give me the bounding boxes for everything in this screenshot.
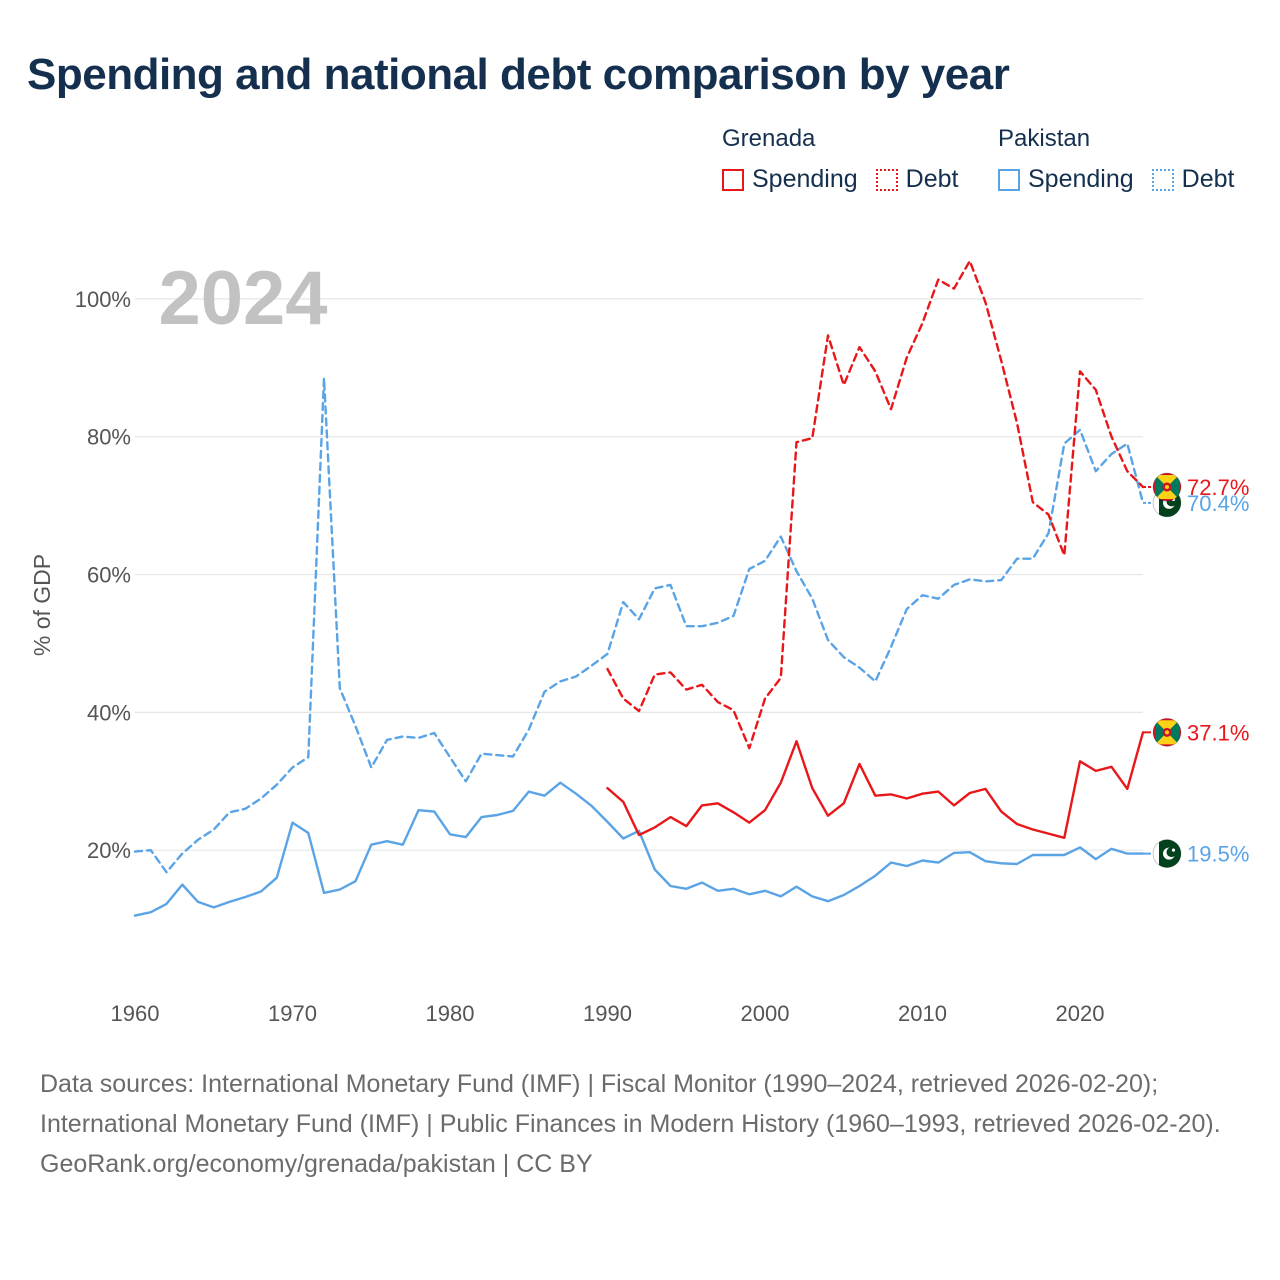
y-tick-label: 80% <box>87 425 131 450</box>
end-value-label: 72.7% <box>1187 475 1249 500</box>
flag-star <box>1171 848 1176 852</box>
x-tick-label: 1970 <box>268 1001 317 1026</box>
x-tick-label: 2010 <box>898 1001 947 1026</box>
legend-label: Debt <box>1181 165 1235 193</box>
flag-body <box>1153 718 1181 747</box>
x-tick-label: 1980 <box>426 1001 475 1026</box>
flag-white-band <box>1153 488 1159 517</box>
legend-group-grenada: Grenada Spending Debt <box>722 125 976 194</box>
footer: Data sources: International Monetary Fun… <box>40 1064 1240 1184</box>
flag-right <box>1167 475 1179 500</box>
chart-title: Spending and national debt comparison by… <box>27 50 1010 99</box>
y-axis-label: % of GDP <box>29 554 55 656</box>
end-value-label: 70.4% <box>1187 491 1249 516</box>
x-tick-label: 2020 <box>1056 1001 1105 1026</box>
y-tick-label: 100% <box>75 287 131 312</box>
grenada-flag <box>1152 717 1182 747</box>
x-tick-label: 2000 <box>741 1001 790 1026</box>
flag-top <box>1155 475 1179 488</box>
flag-body <box>1153 473 1181 502</box>
legend-item-grenada-spending[interactable]: Spending <box>722 165 858 194</box>
y-tick-label: 20% <box>87 838 131 863</box>
flag-star <box>1165 730 1169 735</box>
data-sources: Data sources: International Monetary Fun… <box>40 1070 1221 1138</box>
series-line-grenada-debt[interactable] <box>606 259 1145 750</box>
series-line-pakistan-debt[interactable] <box>133 377 1145 874</box>
line-chart: 20% 40% 60% 80% 100% 1960 1970 1980 1990 2000 201… <box>29 256 1249 1026</box>
legend-swatch-dotted-red <box>875 168 898 191</box>
y-tick-label: 40% <box>87 700 131 725</box>
flag-right <box>1167 720 1179 745</box>
flag-crescent-cut <box>1166 847 1177 858</box>
flag-left <box>1155 720 1167 745</box>
end-value-label: 19.5% <box>1187 842 1249 867</box>
flag-body <box>1153 839 1181 868</box>
flag-top <box>1155 720 1179 733</box>
x-tick-label: 1960 <box>111 1001 160 1026</box>
legend-item-pakistan-spending[interactable]: Spending <box>998 165 1134 194</box>
credit-link[interactable]: GeoRank.org/economy/grenada/pakistan | C… <box>40 1150 593 1178</box>
legend-label: Debt <box>905 165 959 193</box>
series-line-pakistan-spending[interactable] <box>133 781 1145 917</box>
legend-swatch-solid-red <box>722 168 744 191</box>
flag-white-band <box>1153 839 1159 868</box>
legend-label: Spending <box>1028 165 1134 193</box>
legend-item-pakistan-debt[interactable]: Debt <box>1151 165 1235 194</box>
flag-ring <box>1152 472 1182 502</box>
legend-group-pakistan: Pakistan Spending Debt <box>998 125 1252 194</box>
year-watermark: 2024 <box>158 256 327 341</box>
end-value-label: 37.1% <box>1187 720 1249 745</box>
x-tick-label: 1990 <box>583 1001 632 1026</box>
flag-ring <box>1152 717 1182 747</box>
legend-label: Spending <box>752 165 858 193</box>
legend-swatch-dotted-blue <box>1151 168 1174 191</box>
flag-star <box>1165 485 1169 490</box>
flag-left <box>1155 475 1167 500</box>
pakistan-flag <box>1152 839 1182 869</box>
flag-ring <box>1152 839 1182 869</box>
series-line-grenada-spending[interactable] <box>606 731 1145 839</box>
legend-item-grenada-debt[interactable]: Debt <box>875 165 959 194</box>
legend-country-grenada: Grenada <box>722 125 816 152</box>
legend-swatch-solid-blue <box>998 168 1020 191</box>
legend-country-pakistan: Pakistan <box>998 125 1091 152</box>
grenada-flag <box>1152 472 1182 502</box>
y-tick-label: 60% <box>87 563 131 588</box>
